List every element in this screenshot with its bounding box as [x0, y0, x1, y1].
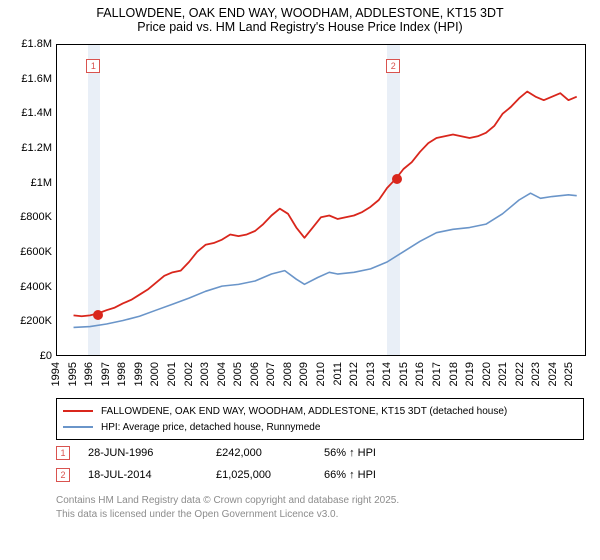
- footnote-line-2: This data is licensed under the Open Gov…: [56, 508, 399, 522]
- title-line-1: FALLOWDENE, OAK END WAY, WOODHAM, ADDLES…: [8, 6, 592, 20]
- x-tick-label: 2024: [547, 362, 559, 386]
- x-tick-label: 2025: [563, 362, 575, 386]
- footnote-line-1: Contains HM Land Registry data © Crown c…: [56, 494, 399, 508]
- x-tick-label: 2013: [365, 362, 377, 386]
- chart-marker-2: 2: [386, 59, 400, 73]
- x-tick-label: 2016: [414, 362, 426, 386]
- y-tick-label: £600K: [8, 246, 52, 258]
- legend-label-hpi: HPI: Average price, detached house, Runn…: [101, 422, 320, 433]
- series-price_paid: [74, 92, 577, 317]
- sale-price-1: £242,000: [216, 447, 306, 459]
- sale-date-2: 18-JUL-2014: [88, 469, 198, 481]
- x-tick-label: 2014: [381, 362, 393, 386]
- sale-date-1: 28-JUN-1996: [88, 447, 198, 459]
- sale-row-1: 1 28-JUN-1996 £242,000 56% ↑ HPI: [56, 442, 584, 464]
- legend-swatch-hpi: [63, 426, 93, 428]
- legend-row-price-paid: FALLOWDENE, OAK END WAY, WOODHAM, ADDLES…: [63, 403, 577, 419]
- x-tick-label: 2021: [497, 362, 509, 386]
- y-tick-label: £1.2M: [8, 142, 52, 154]
- sales-table: 1 28-JUN-1996 £242,000 56% ↑ HPI 2 18-JU…: [56, 442, 584, 486]
- y-tick-label: £800K: [8, 211, 52, 223]
- x-tick-label: 1994: [50, 362, 62, 386]
- x-tick-label: 2007: [265, 362, 277, 386]
- x-tick-label: 2023: [530, 362, 542, 386]
- x-tick-label: 2009: [298, 362, 310, 386]
- x-tick-label: 2000: [149, 362, 161, 386]
- x-tick-label: 2018: [448, 362, 460, 386]
- sale-row-2: 2 18-JUL-2014 £1,025,000 66% ↑ HPI: [56, 464, 584, 486]
- x-tick-label: 2004: [216, 362, 228, 386]
- y-tick-label: £0: [8, 350, 52, 362]
- x-tick-label: 1996: [83, 362, 95, 386]
- x-tick-label: 2022: [514, 362, 526, 386]
- legend-label-price-paid: FALLOWDENE, OAK END WAY, WOODHAM, ADDLES…: [101, 406, 507, 417]
- chart-marker-1: 1: [86, 59, 100, 73]
- legend-swatch-price-paid: [63, 410, 93, 412]
- y-tick-label: £1M: [8, 177, 52, 189]
- legend-row-hpi: HPI: Average price, detached house, Runn…: [63, 419, 577, 435]
- y-tick-label: £1.6M: [8, 73, 52, 85]
- x-tick-label: 2001: [166, 362, 178, 386]
- line-layer: [57, 45, 585, 355]
- sale-pct-2: 66% ↑ HPI: [324, 469, 434, 481]
- sale-marker-1: 1: [56, 446, 70, 460]
- y-tick-label: £400K: [8, 281, 52, 293]
- x-tick-label: 1995: [67, 362, 79, 386]
- y-tick-label: £1.8M: [8, 38, 52, 50]
- plot-area: 12: [56, 44, 586, 356]
- series-hpi: [74, 193, 577, 327]
- x-tick-label: 2020: [481, 362, 493, 386]
- y-tick-label: £1.4M: [8, 107, 52, 119]
- title-line-2: Price paid vs. HM Land Registry's House …: [8, 20, 592, 34]
- x-tick-label: 2012: [348, 362, 360, 386]
- legend: FALLOWDENE, OAK END WAY, WOODHAM, ADDLES…: [56, 398, 584, 440]
- x-tick-label: 1997: [100, 362, 112, 386]
- x-tick-label: 1999: [133, 362, 145, 386]
- chart-container: FALLOWDENE, OAK END WAY, WOODHAM, ADDLES…: [0, 0, 600, 560]
- x-tick-label: 2005: [232, 362, 244, 386]
- title-block: FALLOWDENE, OAK END WAY, WOODHAM, ADDLES…: [0, 0, 600, 36]
- x-tick-label: 2003: [199, 362, 211, 386]
- x-tick-label: 2017: [431, 362, 443, 386]
- x-tick-label: 1998: [116, 362, 128, 386]
- x-tick-label: 2015: [398, 362, 410, 386]
- sale-pct-1: 56% ↑ HPI: [324, 447, 434, 459]
- x-tick-label: 2010: [315, 362, 327, 386]
- y-tick-label: £200K: [8, 315, 52, 327]
- x-tick-label: 2002: [183, 362, 195, 386]
- sale-price-2: £1,025,000: [216, 469, 306, 481]
- x-tick-label: 2006: [249, 362, 261, 386]
- sale-marker-2: 2: [56, 468, 70, 482]
- sale-point-dot: [393, 175, 401, 183]
- x-tick-label: 2008: [282, 362, 294, 386]
- chart-area: £0 £200K £400K £600K £800K £1M £1.2M £1.4M £1.6M…: [8, 44, 592, 390]
- x-tick-label: 2019: [464, 362, 476, 386]
- footnote: Contains HM Land Registry data © Crown c…: [56, 494, 399, 521]
- sale-point-dot: [94, 311, 102, 319]
- x-tick-label: 2011: [332, 362, 344, 386]
